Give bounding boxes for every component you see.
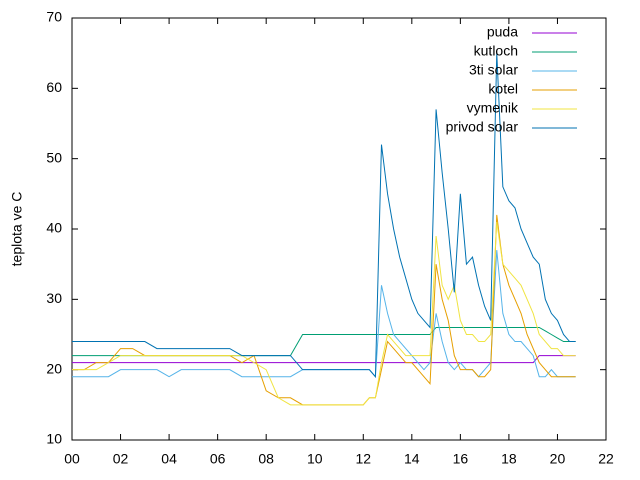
x-tick-label: 02 xyxy=(113,451,129,467)
y-axis-label: teplota ve C xyxy=(9,192,25,267)
legend-label: 3ti solar xyxy=(469,62,518,78)
series-line xyxy=(72,355,576,364)
series-line xyxy=(72,221,576,406)
x-tick-label: 04 xyxy=(161,451,177,467)
legend-label: kutloch xyxy=(474,43,518,59)
y-tick-label: 30 xyxy=(46,290,62,306)
x-tick-label: 08 xyxy=(258,451,274,467)
x-tick-label: 00 xyxy=(64,451,80,467)
y-tick-label: 20 xyxy=(46,360,62,376)
x-tick-label: 12 xyxy=(355,451,371,467)
legend-label: kotel xyxy=(488,81,518,97)
legend-label: vymenik xyxy=(467,100,519,116)
x-tick-label: 16 xyxy=(453,451,469,467)
legend-label: puda xyxy=(487,24,518,40)
series-line xyxy=(72,250,576,378)
x-tick-label: 06 xyxy=(210,451,226,467)
x-tick-label: 14 xyxy=(404,451,420,467)
y-tick-label: 10 xyxy=(46,431,62,447)
y-tick-label: 60 xyxy=(46,79,62,95)
y-tick-label: 40 xyxy=(46,220,62,236)
plot-frame xyxy=(71,17,607,441)
x-tick-label: 10 xyxy=(307,451,323,467)
series-line xyxy=(72,326,576,357)
x-tick-label: 22 xyxy=(598,451,614,467)
series-line xyxy=(72,53,576,379)
x-tick-label: 18 xyxy=(501,451,517,467)
legend-label: privod solar xyxy=(446,119,519,135)
y-tick-label: 70 xyxy=(46,9,62,25)
y-tick-label: 50 xyxy=(46,149,62,165)
x-tick-label: 20 xyxy=(550,451,566,467)
